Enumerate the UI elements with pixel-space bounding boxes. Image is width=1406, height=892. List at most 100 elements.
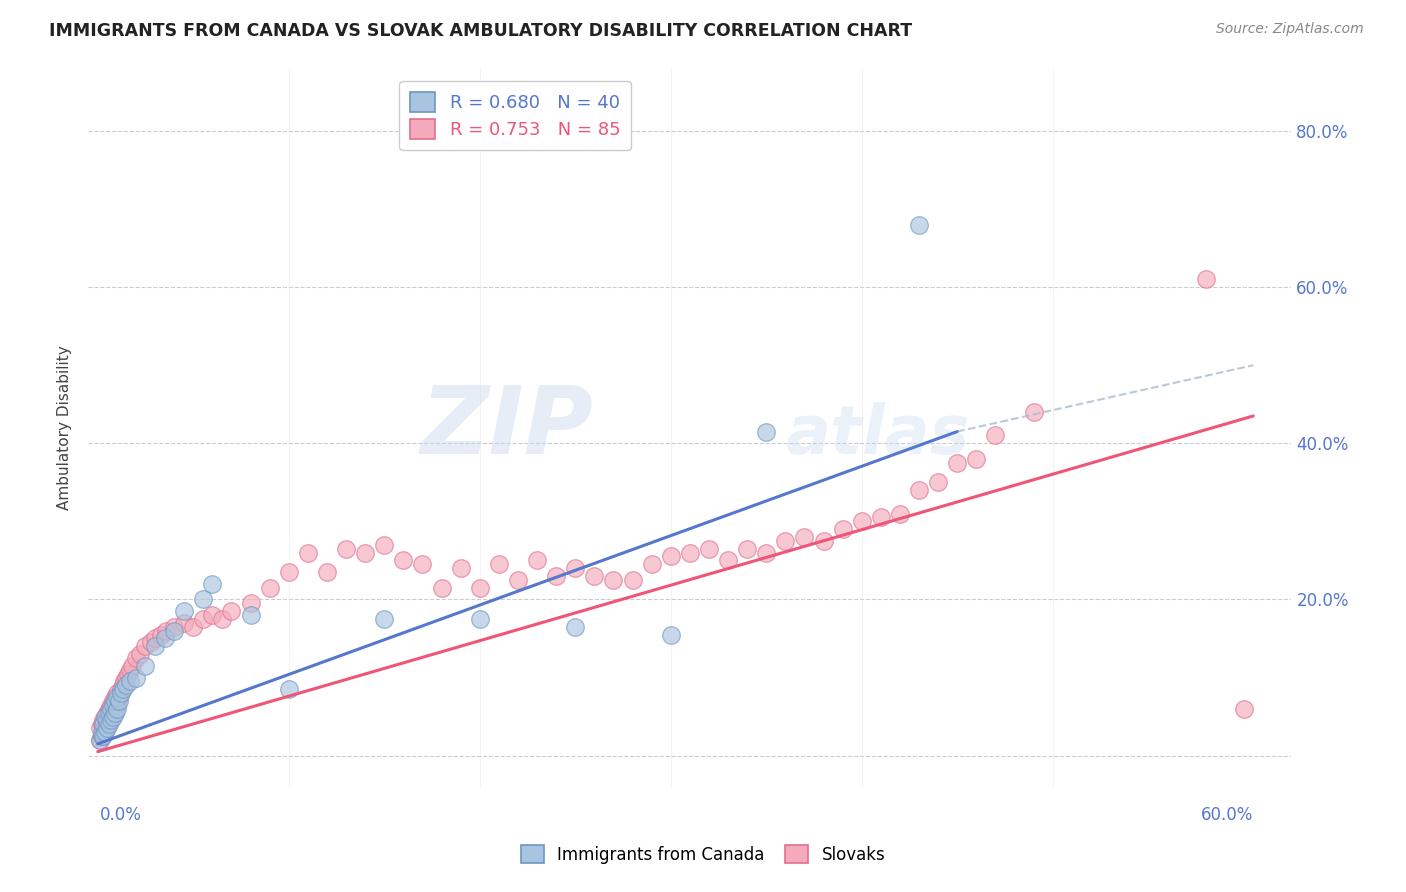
Point bbox=[583, 569, 606, 583]
Point bbox=[143, 632, 166, 646]
Point bbox=[793, 530, 815, 544]
Point bbox=[621, 573, 644, 587]
Point bbox=[851, 514, 873, 528]
Point bbox=[155, 624, 177, 638]
Point bbox=[115, 671, 138, 685]
Point bbox=[163, 620, 186, 634]
Point bbox=[90, 717, 112, 731]
Point bbox=[89, 733, 111, 747]
Point bbox=[94, 709, 117, 723]
Point bbox=[100, 698, 122, 712]
Point bbox=[191, 592, 214, 607]
Point bbox=[173, 604, 195, 618]
Point bbox=[239, 608, 262, 623]
Point bbox=[104, 702, 127, 716]
Point bbox=[98, 702, 121, 716]
Point bbox=[121, 658, 143, 673]
Text: atlas: atlas bbox=[786, 402, 970, 467]
Point bbox=[100, 702, 122, 716]
Point bbox=[1194, 272, 1216, 286]
Point bbox=[128, 647, 150, 661]
Point bbox=[101, 698, 124, 712]
Point bbox=[101, 709, 124, 723]
Point bbox=[96, 721, 118, 735]
Point bbox=[115, 678, 138, 692]
Point bbox=[869, 510, 891, 524]
Point bbox=[813, 533, 835, 548]
Point bbox=[277, 565, 299, 579]
Point bbox=[201, 577, 224, 591]
Point bbox=[100, 709, 122, 723]
Point bbox=[93, 725, 115, 739]
Point bbox=[90, 725, 112, 739]
Point bbox=[1022, 405, 1045, 419]
Point bbox=[105, 702, 128, 716]
Point bbox=[163, 624, 186, 638]
Point bbox=[93, 717, 115, 731]
Point bbox=[101, 694, 124, 708]
Point bbox=[93, 714, 115, 728]
Point bbox=[526, 553, 548, 567]
Point bbox=[134, 658, 156, 673]
Point bbox=[775, 533, 797, 548]
Point bbox=[96, 706, 118, 720]
Point bbox=[120, 663, 142, 677]
Point bbox=[659, 627, 682, 641]
Point bbox=[373, 612, 395, 626]
Point bbox=[889, 507, 911, 521]
Text: 60.0%: 60.0% bbox=[1201, 806, 1253, 824]
Point bbox=[125, 671, 148, 685]
Point bbox=[134, 640, 156, 654]
Point bbox=[94, 725, 117, 739]
Point bbox=[201, 608, 224, 623]
Point bbox=[89, 733, 111, 747]
Point bbox=[221, 604, 243, 618]
Point bbox=[100, 714, 122, 728]
Point bbox=[755, 425, 778, 439]
Point bbox=[90, 729, 112, 743]
Point bbox=[104, 694, 127, 708]
Point bbox=[735, 541, 758, 556]
Point bbox=[125, 651, 148, 665]
Point bbox=[105, 698, 128, 712]
Point bbox=[679, 545, 702, 559]
Point bbox=[468, 612, 491, 626]
Point bbox=[984, 428, 1007, 442]
Text: 0.0%: 0.0% bbox=[100, 806, 142, 824]
Text: IMMIGRANTS FROM CANADA VS SLOVAK AMBULATORY DISABILITY CORRELATION CHART: IMMIGRANTS FROM CANADA VS SLOVAK AMBULAT… bbox=[49, 22, 912, 40]
Y-axis label: Ambulatory Disability: Ambulatory Disability bbox=[58, 345, 72, 510]
Point bbox=[143, 640, 166, 654]
Point bbox=[430, 581, 453, 595]
Point bbox=[259, 581, 281, 595]
Point bbox=[564, 561, 586, 575]
Point bbox=[114, 674, 136, 689]
Legend: Immigrants from Canada, Slovaks: Immigrants from Canada, Slovaks bbox=[515, 838, 891, 871]
Point bbox=[546, 569, 568, 583]
Point bbox=[107, 690, 129, 704]
Point bbox=[111, 678, 134, 692]
Point bbox=[96, 714, 118, 728]
Point bbox=[149, 627, 172, 641]
Text: Source: ZipAtlas.com: Source: ZipAtlas.com bbox=[1216, 22, 1364, 37]
Point bbox=[141, 635, 163, 649]
Point bbox=[335, 541, 357, 556]
Point bbox=[104, 706, 127, 720]
Point bbox=[181, 620, 204, 634]
Point bbox=[316, 565, 339, 579]
Point bbox=[98, 717, 121, 731]
Point bbox=[488, 558, 510, 572]
Text: ZIP: ZIP bbox=[420, 382, 593, 474]
Point bbox=[564, 620, 586, 634]
Point bbox=[373, 538, 395, 552]
Point bbox=[450, 561, 472, 575]
Point bbox=[755, 545, 778, 559]
Point bbox=[640, 558, 662, 572]
Point bbox=[98, 714, 121, 728]
Point bbox=[117, 666, 139, 681]
Point bbox=[717, 553, 740, 567]
Point bbox=[277, 682, 299, 697]
Point bbox=[908, 218, 931, 232]
Point bbox=[468, 581, 491, 595]
Point bbox=[173, 615, 195, 630]
Point bbox=[297, 545, 319, 559]
